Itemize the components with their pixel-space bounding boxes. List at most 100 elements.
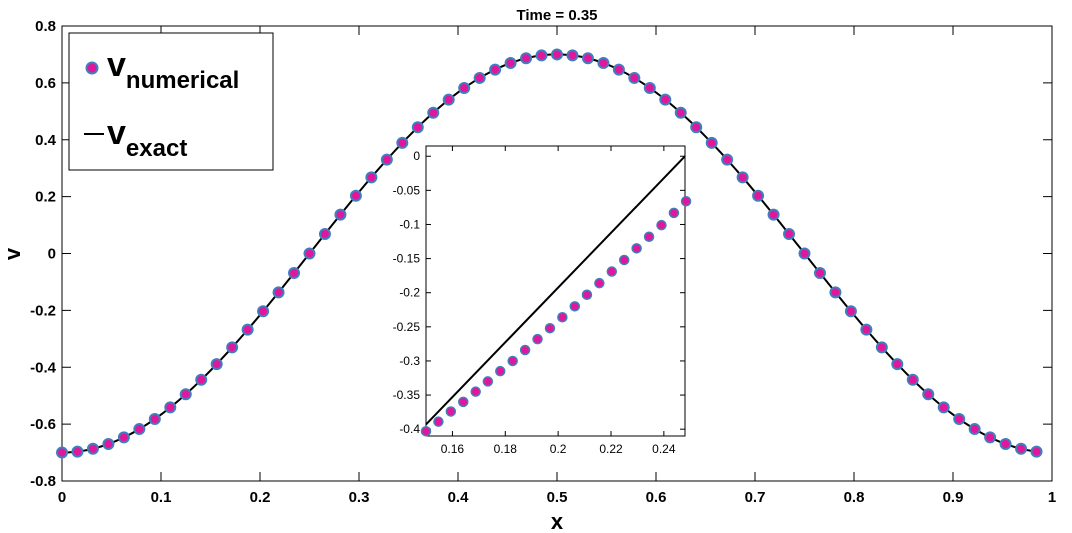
data-point-numerical — [520, 52, 533, 65]
inset-data-point-numerical — [656, 219, 667, 231]
data-point-numerical — [597, 57, 610, 70]
data-point-numerical — [288, 267, 301, 280]
inset-data-point-numerical — [507, 355, 518, 367]
data-point-numerical — [937, 401, 950, 414]
inset-x-tick-label: 0.18 — [494, 442, 518, 456]
inset-y-tick-label: 0 — [413, 149, 420, 163]
legend-exact-main: v — [107, 114, 126, 152]
inset-y-tick-label: -0.2 — [399, 286, 420, 300]
inset-y-axis: -0.4 -0.35 -0.3 -0.25 -0.2 -0.15 -0.1 -0.05 0 — [393, 149, 685, 436]
legend-label-numerical: vnumerical — [107, 46, 239, 94]
main-x-tick-label: 0.3 — [349, 489, 370, 506]
data-point-numerical — [612, 63, 625, 76]
main-y-tick-label: 0.8 — [35, 18, 56, 35]
data-point-numerical — [922, 388, 935, 401]
inset-data-point-numerical — [420, 425, 432, 437]
main-x-tick-label: 0.8 — [844, 489, 865, 506]
data-point-numerical — [179, 388, 192, 401]
data-point-numerical — [102, 437, 115, 450]
data-point-numerical — [117, 431, 130, 444]
inset-data-point-numerical — [618, 254, 630, 266]
inset-y-tick-label: -0.4 — [399, 422, 420, 436]
inset-data-point-numerical — [470, 386, 481, 397]
chart-title: Time = 0.35 — [516, 7, 597, 24]
main-y-tick-label: 0.2 — [35, 189, 56, 206]
data-point-numerical — [380, 153, 393, 166]
data-point-numerical — [551, 48, 563, 61]
inset-data-point-numerical — [606, 266, 618, 277]
data-point-numerical — [535, 49, 548, 62]
inset-data-point-numerical — [519, 344, 531, 356]
main-y-axis: -0.8 -0.6 -0.4 -0.2 0 0.2 0.4 0.6 0.8 — [30, 18, 1052, 490]
inset-y-tick-label: -0.05 — [393, 183, 421, 197]
main-y-tick-label: -0.8 — [30, 473, 56, 490]
data-point-numerical — [813, 267, 826, 280]
main-x-tick-label: 0 — [58, 489, 66, 506]
legend-exact-sub: exact — [126, 135, 187, 162]
main-series-group — [56, 48, 1043, 459]
inset-data-point-numerical — [643, 231, 655, 242]
data-point-numerical — [303, 247, 316, 260]
y-axis-label: v — [0, 247, 25, 260]
data-point-numerical — [427, 106, 440, 119]
data-point-numerical — [705, 136, 718, 149]
data-point-numerical — [798, 247, 811, 260]
data-point-numerical — [257, 305, 270, 318]
inset-x-tick-label: 0.16 — [441, 442, 465, 456]
inset-data-point-numerical — [544, 322, 556, 334]
inset-x-tick-label: 0.2 — [550, 442, 567, 456]
data-point-numerical — [860, 323, 873, 336]
data-point-numerical — [829, 286, 842, 299]
inset-y-tick-label: -0.25 — [393, 320, 421, 334]
inset-y-tick-label: -0.1 — [399, 217, 420, 231]
inset-x-tick-label: 0.24 — [652, 442, 676, 456]
inset-series-group — [420, 155, 692, 437]
data-point-numerical — [581, 52, 594, 65]
inset-data-point-numerical — [557, 312, 568, 323]
data-point-numerical — [628, 71, 641, 84]
data-point-numerical — [195, 373, 208, 386]
data-point-numerical — [349, 189, 362, 202]
inset-data-point-numerical — [532, 333, 543, 345]
data-point-numerical — [56, 446, 68, 459]
data-point-numerical — [844, 305, 857, 318]
data-point-numerical — [318, 227, 331, 240]
data-point-numerical — [396, 136, 409, 149]
data-point-numerical — [458, 81, 471, 94]
inset-data-point-numerical — [569, 301, 581, 312]
inset-x-axis: 0.16 0.18 0.2 0.22 0.24 — [441, 146, 676, 456]
main-x-tick-label: 0.6 — [646, 489, 667, 506]
inset-data-point-numerical — [458, 396, 469, 408]
data-point-numerical — [241, 323, 254, 336]
main-x-tick-label: 1 — [1048, 489, 1056, 506]
data-point-numerical — [473, 71, 486, 84]
series-line-exact — [61, 53, 1037, 454]
x-axis-label: x — [551, 509, 564, 533]
inset-data-point-numerical — [445, 406, 457, 417]
data-point-numerical — [736, 171, 749, 184]
legend-marker-numerical — [85, 61, 99, 75]
main-y-tick-label: -0.4 — [30, 359, 57, 376]
legend-box — [68, 32, 274, 171]
data-point-numerical — [968, 423, 981, 436]
inset-data-point-numerical — [433, 416, 444, 427]
data-point-numerical — [272, 286, 285, 299]
inset-data-point-numerical — [680, 196, 692, 207]
main-y-tick-label: 0.6 — [35, 75, 56, 92]
inset-x-tick-label: 0.22 — [599, 442, 623, 456]
data-point-numerical — [875, 341, 888, 354]
main-x-tick-label: 0.4 — [448, 489, 470, 506]
data-point-numerical — [659, 93, 672, 106]
main-y-tick-label: 0.4 — [35, 132, 57, 149]
legend: vnumerical vexact — [68, 32, 274, 171]
data-point-numerical — [1015, 442, 1028, 455]
data-point-numerical — [86, 442, 99, 455]
data-point-numerical — [906, 373, 919, 386]
data-point-numerical — [164, 401, 177, 414]
main-x-tick-label: 0.1 — [151, 489, 172, 506]
main-y-tick-label: -0.6 — [30, 416, 56, 433]
data-point-numerical — [566, 49, 579, 62]
main-x-tick-label: 0.2 — [250, 489, 271, 506]
data-point-numerical — [953, 413, 966, 426]
